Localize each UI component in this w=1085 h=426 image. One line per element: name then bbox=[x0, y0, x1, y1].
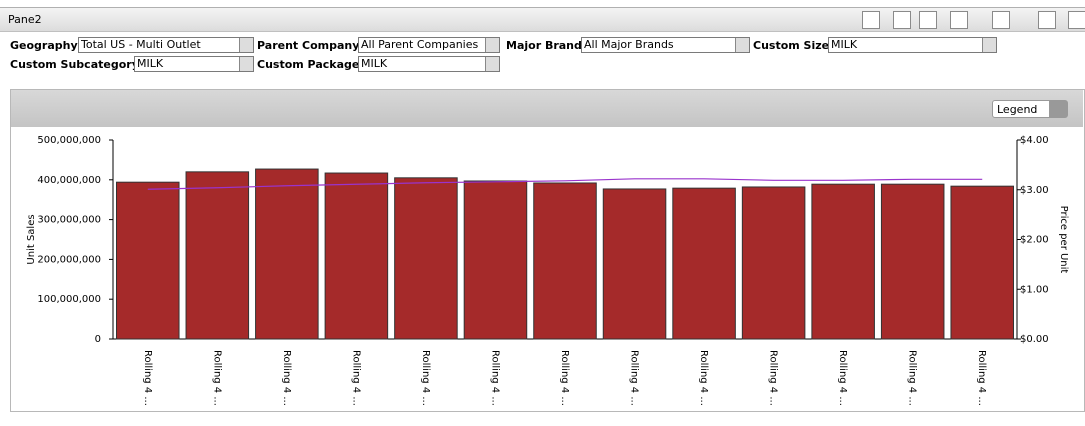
y-tick-label: 100,000,000 bbox=[37, 294, 101, 305]
x-tick-label: Rolling 4 ... bbox=[907, 350, 918, 406]
filter-select[interactable]: MILK bbox=[134, 56, 254, 72]
y2-axis-label: Price per Unit bbox=[1058, 206, 1069, 274]
info-button[interactable] bbox=[1038, 11, 1056, 29]
bar bbox=[533, 182, 597, 340]
filter-select[interactable]: All Parent Companies bbox=[358, 37, 500, 53]
y2-tick-label: $0.00 bbox=[1020, 334, 1049, 345]
x-tick-label: Rolling 4 ... bbox=[211, 350, 222, 406]
filter-select[interactable]: All Major Brands bbox=[581, 37, 750, 53]
bar bbox=[394, 177, 458, 340]
x-tick-label: Rolling 4 ... bbox=[976, 350, 987, 406]
filter-label: Geography bbox=[10, 39, 78, 52]
columns-button[interactable] bbox=[919, 11, 937, 29]
line bbox=[147, 178, 983, 190]
y2-tick-label: $4.00 bbox=[1020, 135, 1049, 146]
filter-select[interactable]: Total US - Multi Outlet bbox=[78, 37, 254, 53]
legend-dropdown[interactable]: Legend bbox=[992, 100, 1068, 118]
chart: 0 100,000,000 200,000,000 300,000,000 400,00… bbox=[26, 135, 1069, 406]
filter-label: Major Brand bbox=[506, 39, 582, 52]
y2-tick-label: $3.00 bbox=[1020, 185, 1049, 196]
x-tick-label: Rolling 4 ... bbox=[281, 350, 292, 406]
y-tick-label: 300,000,000 bbox=[37, 215, 101, 226]
x-tick-label: Rolling 4 ... bbox=[489, 350, 500, 406]
filter-select[interactable]: MILK bbox=[828, 37, 997, 53]
y-tick-label: 200,000,000 bbox=[37, 254, 101, 265]
x-tick-label: Rolling 4 ... bbox=[142, 350, 153, 406]
x-tick-label: Rolling 4 ... bbox=[698, 350, 709, 406]
grid-button[interactable] bbox=[992, 11, 1010, 29]
pane-titlebar: Pane2 bbox=[0, 7, 1085, 32]
y-tick-label: 0 bbox=[95, 334, 101, 345]
y2-tick-label: $2.00 bbox=[1020, 235, 1049, 246]
filter-label: Custom Size bbox=[753, 39, 830, 52]
filter-select[interactable]: MILK bbox=[358, 56, 500, 72]
pane-title: Pane2 bbox=[8, 13, 42, 26]
filter-label: Parent Company bbox=[257, 39, 360, 52]
bar bbox=[602, 188, 667, 340]
bar bbox=[811, 183, 875, 340]
bar bbox=[880, 183, 945, 340]
x-tick-label: Rolling 4 ... bbox=[837, 350, 848, 406]
bar bbox=[255, 168, 319, 340]
bar bbox=[324, 172, 389, 340]
x-tick-label: Rolling 4 ... bbox=[350, 350, 361, 406]
bar bbox=[185, 171, 250, 340]
y2-tick-label: $1.00 bbox=[1020, 284, 1049, 295]
x-tick-label: Rolling 4 ... bbox=[768, 350, 779, 406]
sum-button[interactable] bbox=[950, 11, 968, 29]
chart-header bbox=[11, 90, 1083, 127]
filter-button[interactable] bbox=[862, 11, 880, 29]
y-tick-label: 500,000,000 bbox=[37, 135, 101, 146]
filter-label: Custom Subcategory bbox=[10, 58, 139, 71]
bar bbox=[741, 186, 806, 340]
bar bbox=[463, 180, 528, 340]
bar bbox=[672, 187, 736, 340]
sort-button[interactable] bbox=[893, 11, 911, 29]
bar bbox=[950, 185, 1015, 340]
x-tick-label: Rolling 4 ... bbox=[629, 350, 640, 406]
bar bbox=[116, 181, 180, 340]
tools-button[interactable] bbox=[1068, 11, 1085, 29]
y-tick-label: 400,000,000 bbox=[37, 175, 101, 186]
x-tick-label: Rolling 4 ... bbox=[420, 350, 431, 406]
filter-label: Custom Package bbox=[257, 58, 360, 71]
x-tick-label: Rolling 4 ... bbox=[559, 350, 570, 406]
y-axis-label: Unit Sales bbox=[26, 214, 37, 264]
